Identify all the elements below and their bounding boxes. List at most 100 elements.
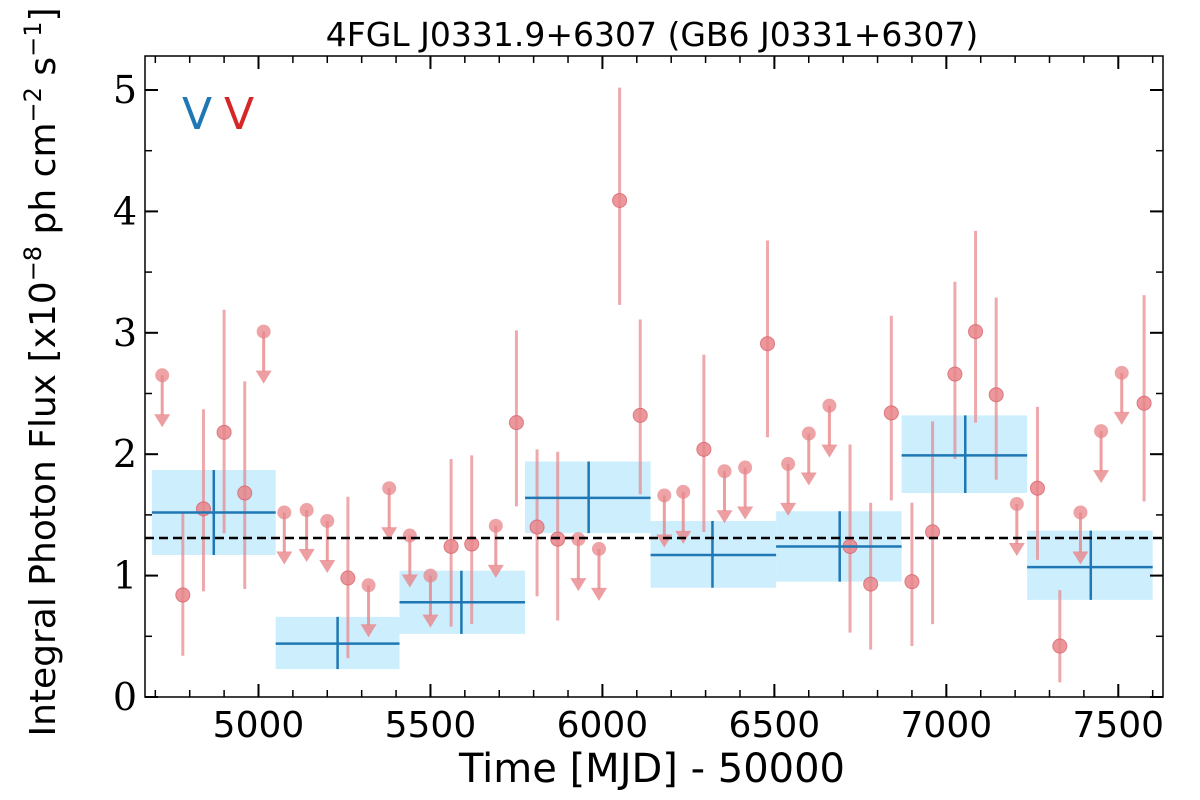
short-bin-27 (716, 464, 733, 524)
y-axis-label-end: ] (23, 7, 64, 21)
tick-marks (145, 56, 1163, 698)
long-bin-4 (650, 520, 777, 588)
x-axis-label: Time [MJD] - 50000 (458, 746, 845, 792)
upper-limit-arrow (154, 414, 171, 428)
upper-limit-marker (676, 484, 691, 499)
upper-limit-arrow (422, 614, 439, 628)
upper-limit-marker (1114, 365, 1129, 380)
upper-limit-arrow (298, 549, 315, 563)
long-bin-0 (151, 469, 276, 555)
short-bin-point (508, 415, 524, 431)
short-bin-14 (443, 459, 459, 627)
y-axis-label-exp2: −2 (19, 87, 47, 122)
short-bin-30 (780, 456, 797, 516)
upper-limit-arrow (737, 506, 754, 520)
short-bin-45 (1093, 424, 1110, 484)
y-axis-label-main: Integral Photon Flux [x10 (23, 281, 64, 736)
upper-limit-arrow (800, 472, 817, 486)
short-bin-point (968, 324, 984, 340)
upper-limit-arrow (780, 502, 797, 516)
x-tick-labels: 5000 5500 6000 6500 7000 7500 (213, 705, 1164, 746)
upper-limit-marker (423, 568, 438, 583)
upper-limit-marker (402, 528, 417, 543)
y-tick-labels: 0 1 2 3 4 5 (113, 68, 137, 719)
short-bin-18 (529, 449, 545, 597)
short-bin-34 (863, 502, 879, 650)
short-bin-point (1029, 480, 1045, 496)
upper-limit-arrow (401, 574, 418, 588)
short-bin-1 (175, 512, 191, 656)
short-bin-13 (422, 568, 439, 628)
short-bin-36 (904, 502, 920, 647)
long-bin-5 (776, 511, 902, 582)
upper-limit-marker (382, 481, 397, 496)
upper-limit-marker (822, 398, 837, 413)
short-bin-point (883, 405, 899, 421)
short-bin-20 (570, 532, 587, 592)
upper-limit-marker (1009, 496, 1024, 511)
short-bin-5 (255, 324, 272, 384)
short-bin-39 (968, 230, 984, 423)
short-bin-40 (988, 297, 1004, 480)
x-tick-label-3: 6500 (729, 705, 821, 746)
short-bin-point (947, 366, 963, 382)
short-bin-point (443, 538, 459, 554)
y-tick-label-1: 1 (113, 554, 137, 598)
short-bin-26 (696, 354, 712, 532)
upper-limit-marker (155, 368, 170, 383)
upper-limit-arrow (1093, 470, 1110, 484)
upper-limit-arrow (276, 551, 293, 565)
upper-limit-marker (1073, 505, 1088, 520)
y-tick-label-3: 3 (113, 311, 137, 355)
short-bin-8 (319, 513, 336, 573)
long-bin-7 (1027, 530, 1153, 600)
y-axis-label-mid: ph cm (23, 122, 64, 245)
upper-limit-marker (738, 460, 753, 475)
upper-limit-marker (256, 324, 271, 339)
upper-limit-marker (277, 505, 292, 520)
upper-limit-arrow (1113, 411, 1130, 425)
y-tick-label-2: 2 (113, 432, 137, 476)
upper-limit-arrow (381, 527, 398, 541)
short-bin-22 (612, 87, 628, 305)
long-bin-6 (901, 415, 1028, 494)
upper-limit-arrow (1008, 542, 1025, 556)
short-bin-point (529, 519, 545, 535)
short-bin-point (988, 387, 1004, 403)
upper-limit-arrow (360, 624, 377, 638)
upper-limit-arrow (590, 587, 607, 601)
chart-title: 4FGL J0331.9+6307 (GB6 J0331+6307) (326, 15, 979, 54)
upper-limit-marker (1094, 424, 1109, 439)
short-bin-point (237, 485, 253, 501)
short-bin-7 (298, 503, 315, 563)
upper-limit-marker (299, 503, 314, 518)
variability-flag-short: V (224, 89, 254, 140)
x-tick-label-2: 6000 (557, 705, 649, 746)
plot-frame (144, 55, 1164, 698)
upper-limit-marker (657, 488, 672, 503)
x-tick-label-0: 5000 (213, 705, 305, 746)
short-bin-41 (1008, 496, 1025, 556)
y-axis-label-exp3: −1 (19, 22, 47, 57)
y-axis-label-exp1: −8 (19, 246, 47, 281)
variability-flags: V V (182, 89, 254, 140)
long-bin-bands (151, 415, 1153, 670)
short-bin-point (1052, 638, 1068, 654)
short-bin-43 (1052, 590, 1068, 683)
short-bin-point (216, 424, 232, 440)
short-bin-9 (340, 496, 356, 659)
upper-limit-marker (320, 513, 335, 528)
short-bin-10 (360, 578, 377, 638)
upper-limit-arrow (1072, 551, 1089, 565)
short-bin-point (904, 574, 920, 590)
long-bin-1 (275, 616, 400, 670)
upper-limit-arrow (570, 578, 587, 592)
short-bin-point (195, 501, 211, 517)
upper-limit-marker (801, 426, 816, 441)
short-bin-0 (154, 368, 171, 428)
x-tick-label-4: 7000 (901, 705, 993, 746)
short-bin-point (696, 441, 712, 457)
short-bin-32 (821, 398, 838, 458)
short-bin-46 (1113, 365, 1130, 425)
